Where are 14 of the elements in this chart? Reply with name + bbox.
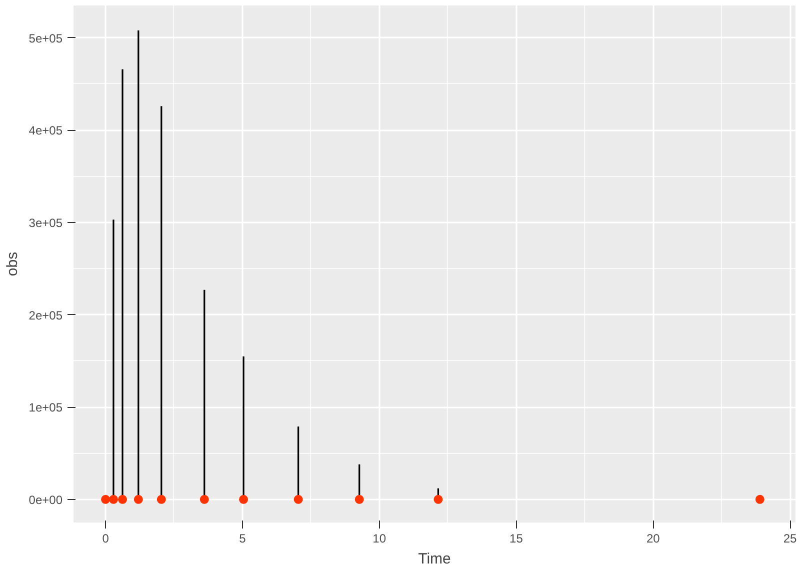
y-tick-label: 2e+05: [28, 308, 63, 322]
x-axis-title: Time: [418, 550, 451, 568]
y-tick-label: 3e+05: [28, 216, 63, 230]
y-tick-label: 4e+05: [28, 124, 63, 138]
y-tick-label: 5e+05: [28, 31, 63, 46]
x-tick-label: 25: [783, 532, 798, 546]
x-tick-label: 5: [239, 532, 246, 546]
x-tick-label: 15: [510, 532, 524, 546]
y-tick-label: 1e+05: [28, 400, 63, 415]
y-tick-label: 0e+00: [28, 492, 63, 507]
x-tick-label: 20: [646, 532, 660, 546]
y-axis-title: obs: [4, 252, 21, 276]
x-tick-label: 10: [372, 532, 386, 546]
x-tick-label: 0: [102, 532, 110, 546]
